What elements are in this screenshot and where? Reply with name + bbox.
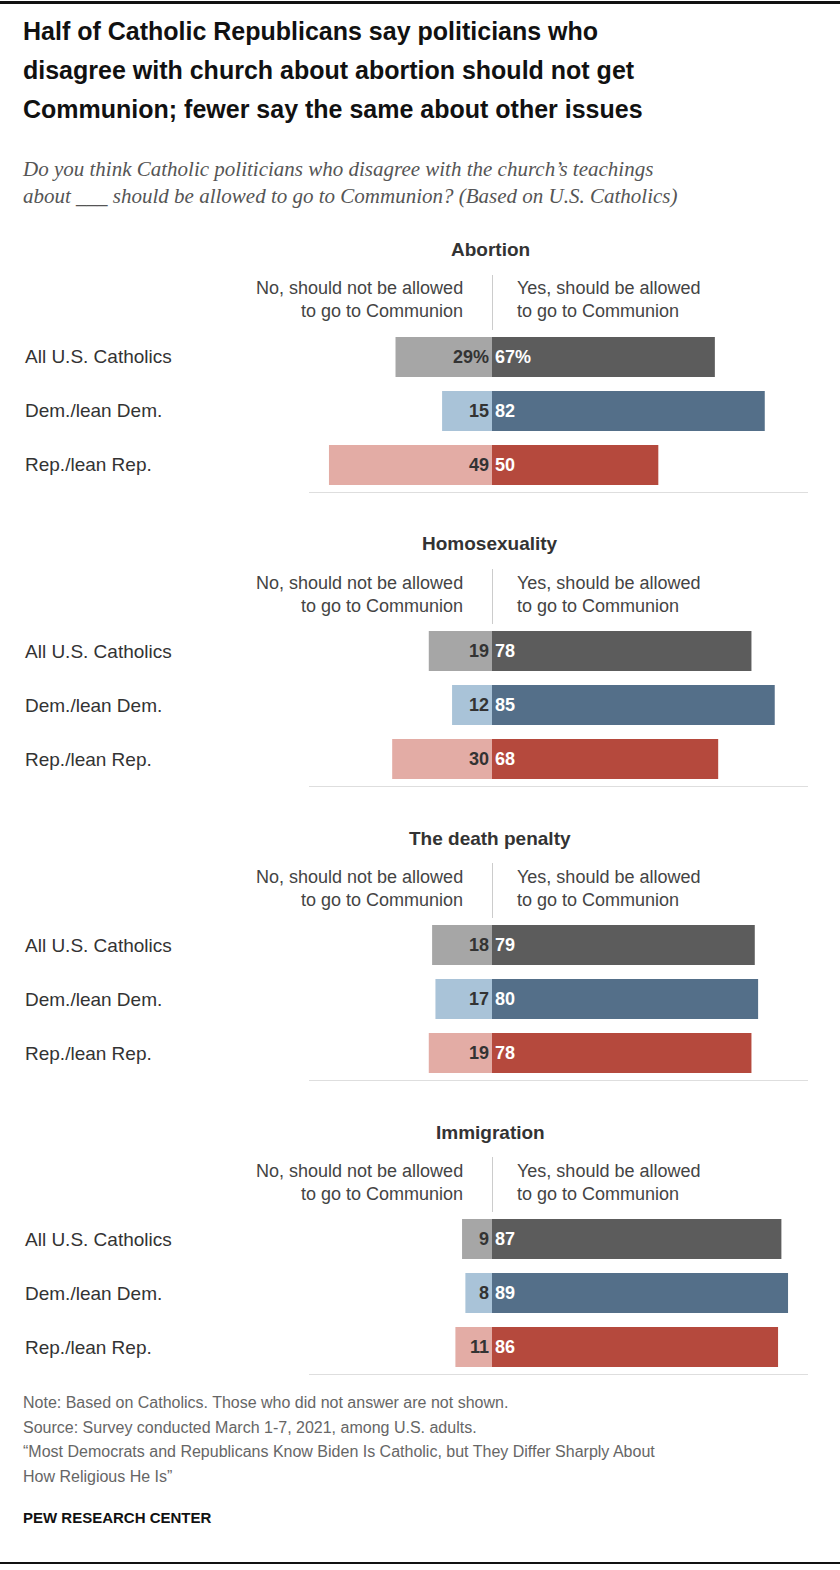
svg-text:Dem./lean Dem.: Dem./lean Dem. (25, 1283, 162, 1304)
svg-text:8: 8 (479, 1283, 489, 1303)
svg-text:15: 15 (469, 401, 489, 421)
svg-text:87: 87 (495, 1229, 515, 1249)
svg-text:30: 30 (469, 749, 489, 769)
svg-text:29%: 29% (453, 347, 489, 367)
svg-text:18: 18 (469, 935, 489, 955)
svg-text:19: 19 (469, 641, 489, 661)
svg-text:All U.S. Catholics: All U.S. Catholics (25, 641, 172, 662)
svg-text:The death penalty: The death penalty (409, 828, 571, 849)
svg-text:No, should not be allowedto go: No, should not be allowedto go to Commun… (256, 278, 463, 321)
html-text:Source: Survey conducted March: Source: Survey conducted March 1-7, 2021… (23, 1418, 477, 1436)
svg-text:Rep./lean Rep.: Rep./lean Rep. (25, 749, 152, 770)
svg-text:All U.S. Catholics: All U.S. Catholics (25, 935, 172, 956)
html-text:PEW RESEARCH CENTER: PEW RESEARCH CENTER (23, 1509, 212, 1526)
svg-text:78: 78 (495, 641, 515, 661)
svg-text:79: 79 (495, 935, 515, 955)
html-text:Do you think Catholic politici: Do you think Catholic politicians who di… (23, 157, 678, 208)
svg-text:Homosexuality: Homosexuality (422, 533, 558, 554)
svg-text:Yes, should be allowedto go to: Yes, should be allowedto go to Communion (517, 1161, 700, 1204)
svg-text:78: 78 (495, 1043, 515, 1063)
svg-text:Yes, should be allowedto go to: Yes, should be allowedto go to Communion (517, 867, 700, 910)
svg-text:All U.S. Catholics: All U.S. Catholics (25, 346, 172, 367)
svg-text:67%: 67% (495, 347, 531, 367)
html-text:“Most Democrats and Republican: “Most Democrats and Republicans Know Bid… (23, 1443, 655, 1485)
svg-text:Yes, should be allowedto go to: Yes, should be allowedto go to Communion (517, 573, 700, 616)
svg-text:No, should not be allowedto go: No, should not be allowedto go to Commun… (256, 867, 463, 910)
svg-text:No, should not be allowedto go: No, should not be allowedto go to Commun… (256, 573, 463, 616)
svg-text:Dem./lean Dem.: Dem./lean Dem. (25, 695, 162, 716)
svg-text:11: 11 (470, 1337, 489, 1357)
svg-text:Yes, should be allowedto go to: Yes, should be allowedto go to Communion (517, 278, 700, 321)
svg-text:Rep./lean Rep.: Rep./lean Rep. (25, 1043, 152, 1064)
svg-text:86: 86 (495, 1337, 515, 1357)
svg-text:85: 85 (495, 695, 515, 715)
html-text:Half of Catholic Republicans s: Half of Catholic Republicans say politic… (23, 17, 643, 123)
svg-text:Abortion: Abortion (451, 239, 530, 260)
svg-text:No, should not be allowedto go: No, should not be allowedto go to Commun… (256, 1161, 463, 1204)
svg-text:Rep./lean Rep.: Rep./lean Rep. (25, 1337, 152, 1358)
svg-text:17: 17 (469, 989, 489, 1009)
svg-text:89: 89 (495, 1283, 515, 1303)
svg-text:9: 9 (479, 1229, 489, 1249)
html-text:Note: Based on Catholics. Thos: Note: Based on Catholics. Those who did … (23, 1394, 509, 1411)
svg-text:Dem./lean Dem.: Dem./lean Dem. (25, 989, 162, 1010)
svg-text:49: 49 (469, 455, 489, 475)
svg-text:68: 68 (495, 749, 515, 769)
svg-text:All U.S. Catholics: All U.S. Catholics (25, 1229, 172, 1250)
svg-text:50: 50 (495, 455, 515, 475)
svg-text:Immigration: Immigration (436, 1122, 545, 1143)
svg-text:19: 19 (469, 1043, 489, 1063)
svg-text:Dem./lean Dem.: Dem./lean Dem. (25, 400, 162, 421)
svg-text:82: 82 (495, 401, 515, 421)
svg-text:12: 12 (469, 695, 489, 715)
svg-text:80: 80 (495, 989, 515, 1009)
svg-text:Rep./lean Rep.: Rep./lean Rep. (25, 454, 152, 475)
